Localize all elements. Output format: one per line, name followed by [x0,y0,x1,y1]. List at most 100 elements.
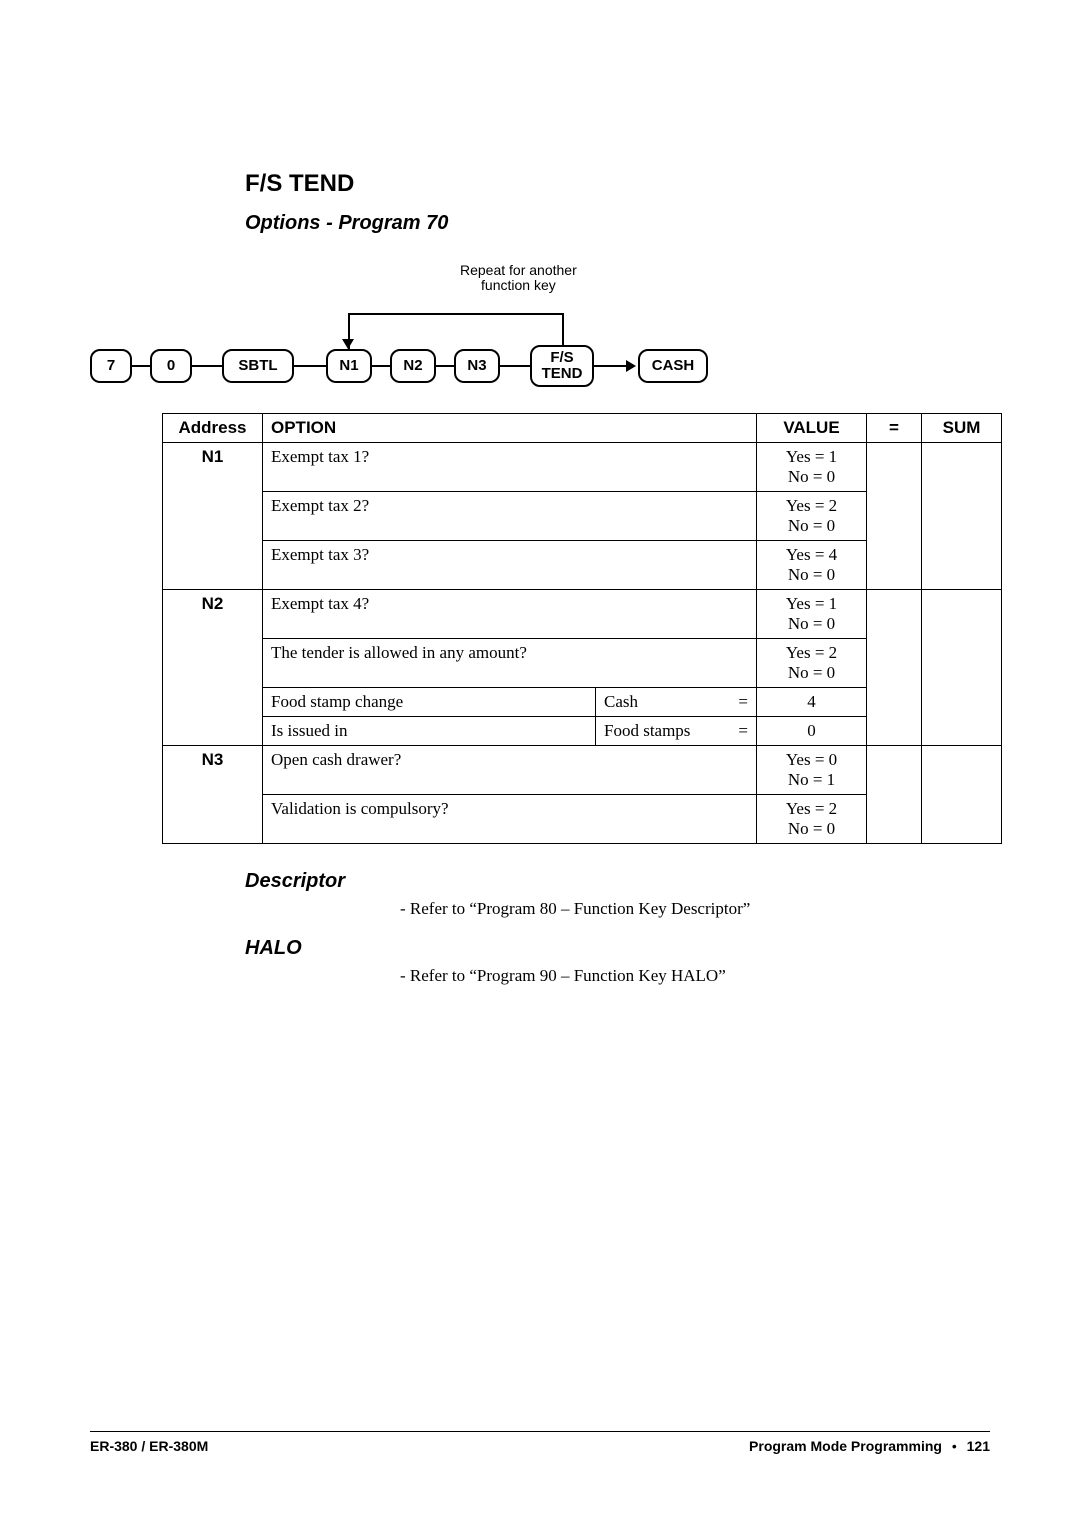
cell-sum [922,590,1002,639]
cell-addr: N3 [163,746,263,795]
table-row: Is issued in Food stamps = 0 [163,717,1002,746]
cell-option-split: Food stamp change Cash = [263,688,757,717]
table-row: N1 Exempt tax 1? Yes = 1 No = 0 [163,443,1002,492]
cell-sum [922,639,1002,688]
bullet-icon: • [952,1438,957,1454]
cell-sum [922,492,1002,541]
option-eq: = [738,692,748,712]
th-address: Address [163,414,263,443]
cell-addr [163,492,263,541]
option-mid: Cash [604,692,638,712]
bracket-line [562,313,564,345]
cell-sum [922,443,1002,492]
option-eq: = [738,721,748,741]
cell-option: Validation is compulsory? [263,795,757,844]
descriptor-heading: Descriptor [245,870,990,893]
cell-eq [867,717,922,746]
key-7: 7 [90,349,132,383]
footer-section: Program Mode Programming [749,1438,942,1454]
page-footer: ER-380 / ER-380M Program Mode Programmin… [90,1431,990,1454]
options-table: Address OPTION VALUE = SUM N1 Exempt tax… [162,413,1002,844]
cell-option: Exempt tax 2? [263,492,757,541]
value-no: No = 0 [788,467,835,486]
cell-value: Yes = 1 No = 0 [757,590,867,639]
cell-addr [163,639,263,688]
value-yes: Yes = 1 [786,594,837,613]
cell-value: Yes = 2 No = 0 [757,639,867,688]
repeat-label-line1: Repeat for another [460,262,577,278]
arrow-down-icon [342,339,354,349]
cell-eq [867,795,922,844]
key-n3: N3 [454,349,500,383]
repeat-label: Repeat for another function key [460,263,577,294]
th-eq: = [867,414,922,443]
cell-option: Exempt tax 3? [263,541,757,590]
key-n1: N1 [326,349,372,383]
value-no: No = 0 [788,565,835,584]
halo-heading: HALO [245,937,990,960]
connector [436,365,454,367]
cell-value: Yes = 4 No = 0 [757,541,867,590]
cell-value: Yes = 1 No = 0 [757,443,867,492]
cell-eq [867,688,922,717]
cell-option: Exempt tax 4? [263,590,757,639]
cell-sum [922,717,1002,746]
cell-addr: N2 [163,590,263,639]
value-yes: Yes = 2 [786,643,837,662]
value-yes: Yes = 4 [786,545,837,564]
value-yes: Yes = 2 [786,496,837,515]
value-no: No = 0 [788,614,835,633]
key-sequence-diagram: Repeat for another function key 7 0 SBTL… [90,263,990,403]
key-n2: N2 [390,349,436,383]
cell-value: Yes = 2 No = 0 [757,492,867,541]
footer-right: Program Mode Programming • 121 [749,1438,990,1454]
table-row: Validation is compulsory? Yes = 2 No = 0 [163,795,1002,844]
value-yes: Yes = 2 [786,799,837,818]
cell-eq [867,492,922,541]
repeat-label-line2: function key [481,277,556,293]
connector [192,365,222,367]
cell-sum [922,688,1002,717]
option-mid: Food stamps [604,721,690,741]
cell-addr [163,717,263,746]
cell-value: 0 [757,717,867,746]
page: F/S TEND Options - Program 70 Repeat for… [0,0,1080,1528]
section-title: F/S TEND [245,170,990,198]
cell-value: Yes = 0 No = 1 [757,746,867,795]
cell-eq [867,590,922,639]
cell-option-split: Is issued in Food stamps = [263,717,757,746]
connector [500,365,530,367]
value-no: No = 0 [788,663,835,682]
value-yes: Yes = 1 [786,447,837,466]
th-sum: SUM [922,414,1002,443]
th-option: OPTION [263,414,757,443]
table-header-row: Address OPTION VALUE = SUM [163,414,1002,443]
cell-eq [867,746,922,795]
cell-addr [163,795,263,844]
option-left: Is issued in [263,717,596,745]
cell-eq [867,443,922,492]
bracket-line [348,313,562,315]
key-0: 0 [150,349,192,383]
cell-option: Open cash drawer? [263,746,757,795]
table-row: Exempt tax 3? Yes = 4 No = 0 [163,541,1002,590]
cell-addr [163,541,263,590]
value-no: No = 0 [788,819,835,838]
th-value: VALUE [757,414,867,443]
key-fs-tend: F/S TEND [530,345,594,387]
key-sbtl: SBTL [222,349,294,383]
table-row: The tender is allowed in any amount? Yes… [163,639,1002,688]
cell-addr [163,688,263,717]
option-left: Food stamp change [263,688,596,716]
connector [132,365,150,367]
table-row: Exempt tax 2? Yes = 2 No = 0 [163,492,1002,541]
cell-option: The tender is allowed in any amount? [263,639,757,688]
cell-addr: N1 [163,443,263,492]
descriptor-body: - Refer to “Program 80 – Function Key De… [400,899,990,919]
table-row: N3 Open cash drawer? Yes = 0 No = 1 [163,746,1002,795]
key-cash: CASH [638,349,708,383]
connector [594,365,628,367]
halo-body: - Refer to “Program 90 – Function Key HA… [400,966,990,986]
subtitle: Options - Program 70 [245,212,990,235]
table-row: Food stamp change Cash = 4 [163,688,1002,717]
